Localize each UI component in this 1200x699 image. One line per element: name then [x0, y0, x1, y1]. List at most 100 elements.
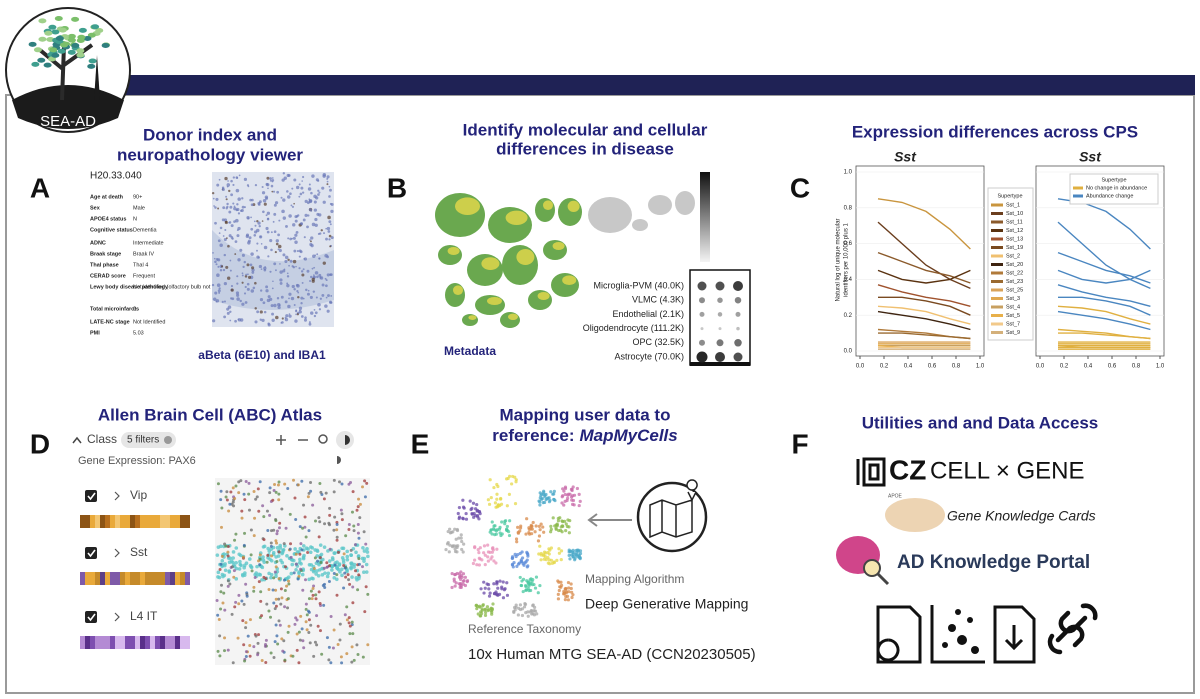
cell-dot [330, 568, 334, 572]
tissue-cell [224, 176, 228, 181]
tissue-cell [288, 313, 291, 315]
tissue-cell [288, 264, 290, 267]
tissue-cell [317, 193, 320, 196]
cell-dot [225, 498, 229, 502]
cell-dot [327, 645, 331, 649]
cell-dot [290, 562, 295, 567]
cell-dot [348, 624, 352, 628]
cell-dot [267, 609, 271, 613]
cell-dot [308, 641, 312, 645]
tissue-cell [329, 273, 333, 277]
cell-dot [362, 530, 366, 534]
tissue-cell [311, 174, 315, 178]
tissue-cell [212, 197, 215, 200]
cell-dot [229, 559, 234, 564]
cell-dot [227, 569, 232, 573]
zoom-in[interactable] [276, 435, 286, 445]
cell-dot [307, 597, 311, 601]
cell-dot [295, 648, 299, 652]
tissue-cell [261, 185, 264, 189]
checkbox[interactable] [85, 547, 97, 559]
cell-dot [365, 481, 369, 485]
cluster-dot [533, 586, 538, 590]
series-line [877, 251, 971, 284]
tissue-cell [219, 243, 223, 247]
cell-dot [306, 495, 310, 499]
cell-dot [332, 571, 336, 575]
cluster-dot [512, 610, 516, 615]
cell-dot [325, 561, 329, 565]
cell-dot [311, 586, 315, 590]
cluster-dot [487, 502, 492, 506]
cell-dot [365, 546, 369, 551]
cluster-dot [450, 585, 454, 590]
cell-dot [363, 479, 367, 483]
cell-dot [280, 596, 284, 600]
cluster-dot [457, 536, 461, 540]
cell-dot [322, 545, 327, 549]
cluster-dot [511, 565, 515, 569]
cluster-dot [488, 478, 492, 482]
tissue-cell [215, 263, 218, 266]
tissue-cell [302, 191, 305, 194]
tissue-cell [226, 237, 228, 240]
tissue-cell [241, 205, 245, 209]
expression-stripe [180, 515, 185, 528]
cluster-dot [501, 580, 505, 584]
cluster-dot [533, 530, 537, 534]
tissue-cell [324, 277, 327, 280]
tissue-cell [250, 203, 254, 207]
cell-dot [351, 490, 355, 494]
tissue-cell [258, 264, 263, 269]
cluster-dot [489, 606, 493, 610]
cell-dot [269, 572, 274, 577]
cell-dot [274, 623, 278, 627]
clear-filter[interactable] [164, 436, 172, 444]
cluster-dot [549, 558, 554, 562]
cluster-dot [519, 583, 523, 588]
cell-dot [232, 575, 236, 579]
tissue-cell [319, 232, 322, 235]
cell-dot [328, 506, 332, 510]
tissue-cell [313, 314, 317, 318]
tissue-cell [326, 273, 330, 277]
tissue-cell [216, 283, 221, 288]
tissue-cell [228, 234, 232, 238]
series-line [877, 221, 971, 290]
cell-dot [231, 486, 235, 490]
cluster-dot [524, 532, 528, 536]
legend-entry: Abundance change [1086, 193, 1133, 199]
cluster-dot [537, 524, 541, 529]
tissue-cell [221, 218, 225, 222]
cluster-dot [566, 492, 571, 496]
cluster-dot [513, 552, 517, 556]
tissue-cell [302, 218, 306, 222]
checkbox[interactable] [85, 490, 97, 502]
cluster-dot [448, 543, 452, 547]
tissue-cell [265, 285, 269, 289]
cell-dot [290, 558, 295, 562]
row-key: Braak stage [90, 251, 121, 257]
cluster-dot [486, 607, 491, 612]
cluster-dot [450, 571, 454, 576]
cell-dot [287, 579, 291, 583]
tissue-cell [241, 302, 245, 306]
search[interactable] [318, 434, 328, 444]
cell-dot [218, 567, 222, 571]
filter-pill[interactable] [121, 432, 176, 448]
cell-dot [350, 660, 354, 664]
checkbox[interactable] [85, 611, 97, 623]
tissue-cell [264, 266, 266, 268]
cell-dot [247, 492, 251, 496]
series-line [1057, 284, 1151, 307]
cell-dot [364, 562, 369, 567]
tissue-cell [241, 272, 244, 275]
logo-leaf [67, 49, 76, 55]
cluster-dot [518, 603, 523, 607]
cell-dot [344, 575, 348, 579]
tissue-cell [307, 214, 310, 217]
cluster-dot [558, 528, 563, 532]
tissue-cell [293, 202, 295, 205]
row-value: 0 [133, 306, 136, 312]
